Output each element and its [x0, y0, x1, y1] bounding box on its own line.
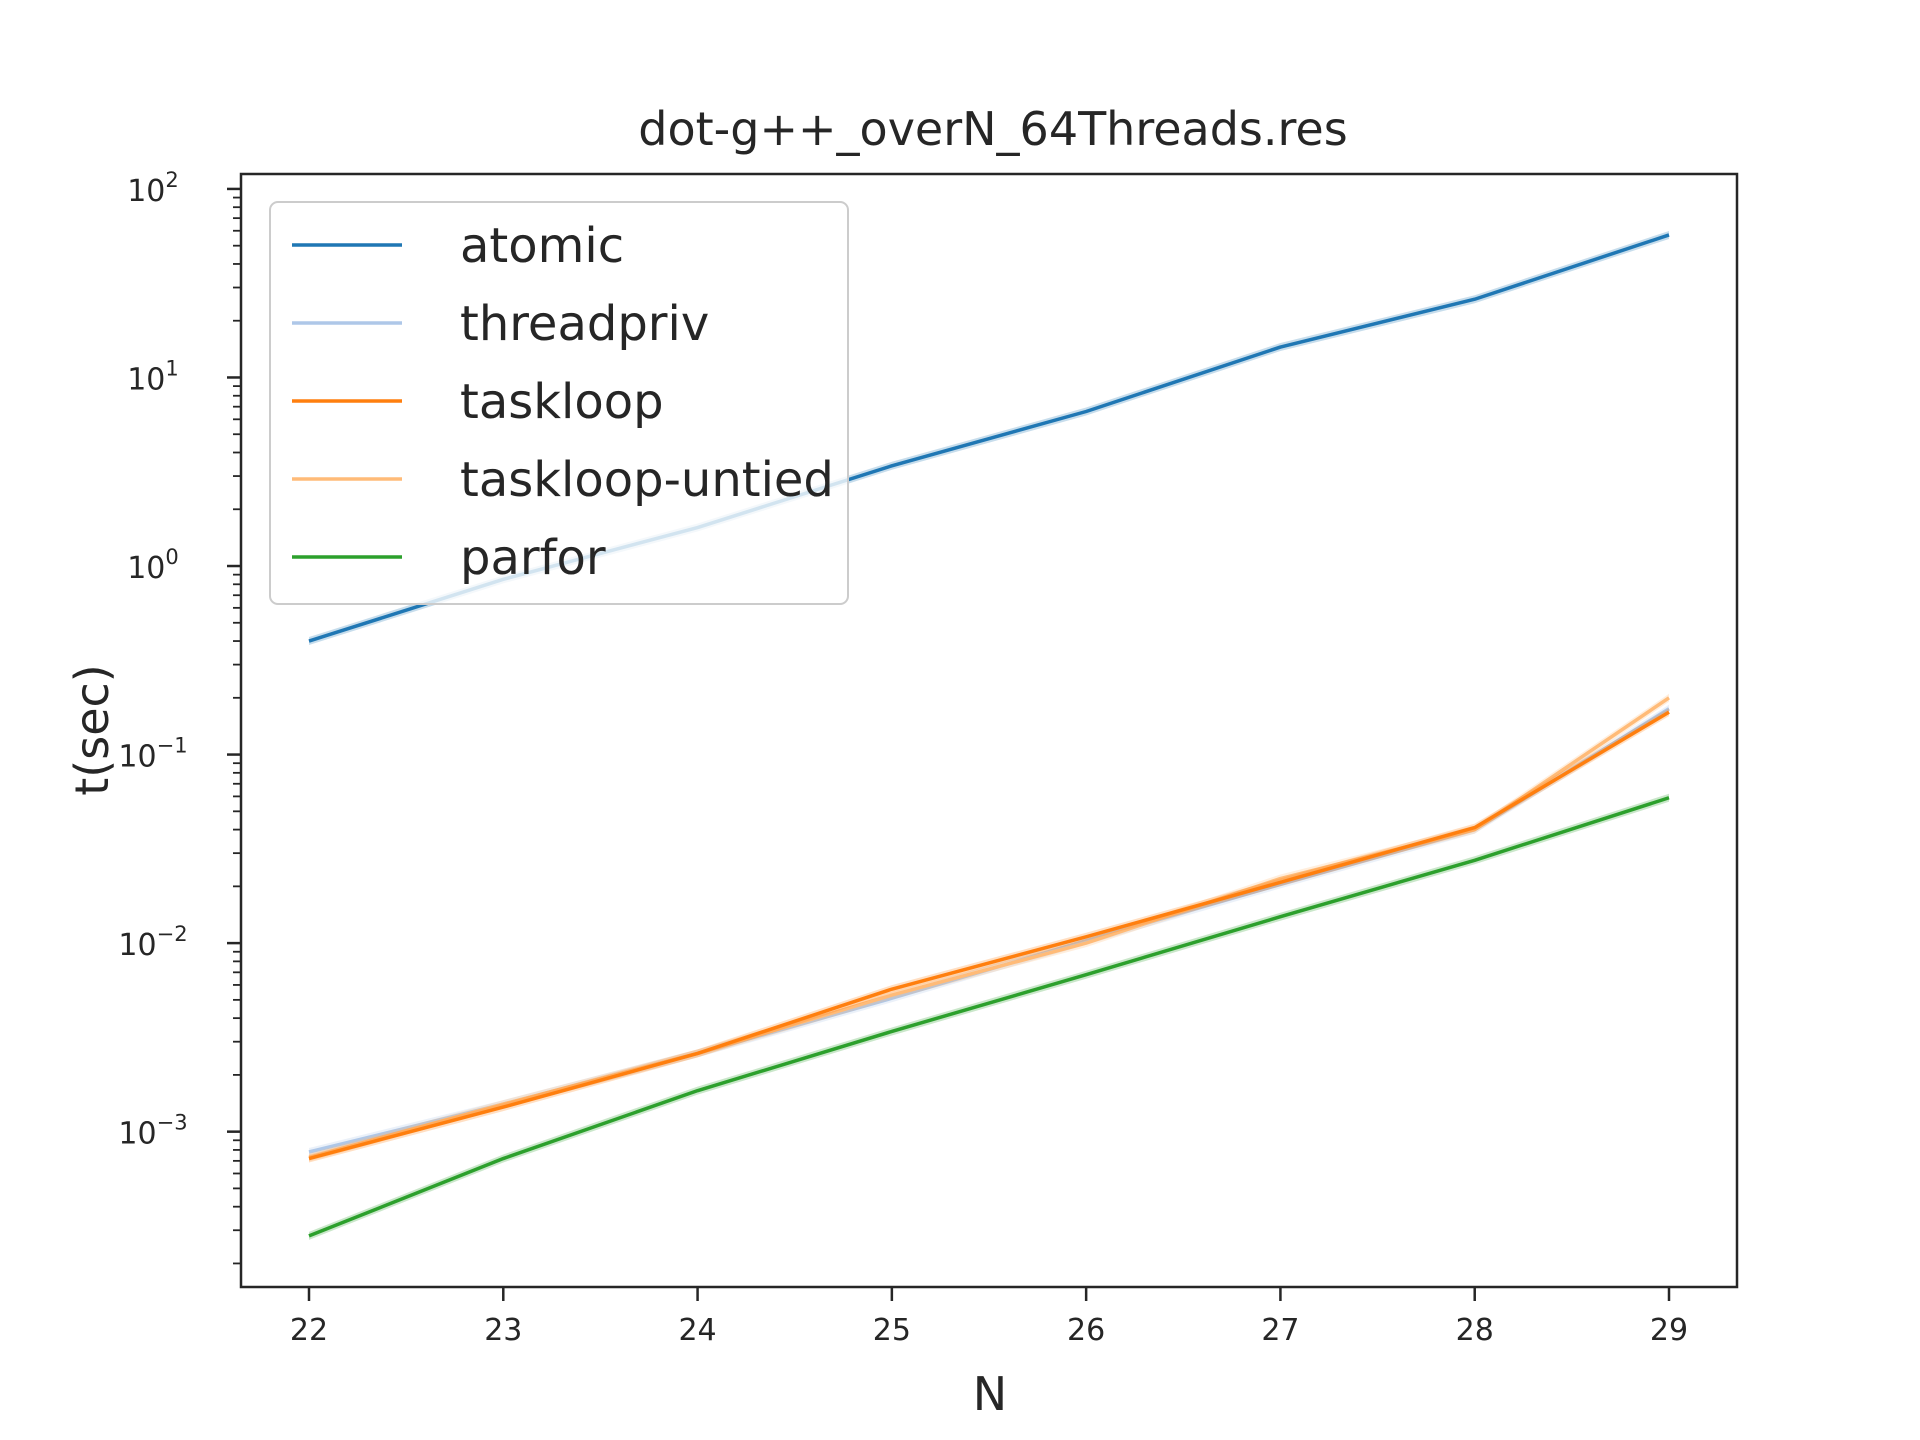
y-axis-label: t(sec)	[65, 664, 119, 796]
y-tick-exponent: −1	[157, 734, 188, 758]
legend-label: atomic	[460, 218, 624, 274]
y-tick-base: 10	[127, 174, 165, 209]
legend-label: threadpriv	[460, 296, 709, 352]
y-tick-label: 10−1	[118, 734, 187, 775]
x-tick-label: 26	[1067, 1313, 1105, 1348]
series-line-taskloop	[308, 710, 1670, 1161]
y-tick-label: 102	[127, 168, 179, 209]
y-tick-exponent: −2	[157, 922, 188, 946]
x-tick-label: 28	[1456, 1313, 1494, 1348]
y-tick-label: 101	[127, 356, 179, 397]
x-tick-label: 24	[678, 1313, 716, 1348]
y-tick-label: 10−3	[118, 1111, 187, 1152]
x-tick-label: 29	[1650, 1313, 1688, 1348]
y-tick-base: 10	[118, 928, 156, 963]
y-tick-label: 100	[127, 545, 179, 586]
x-axis: 22 23 24 25 26 27 28 29	[290, 1287, 1688, 1348]
legend-label: parfor	[460, 530, 606, 586]
y-tick-base: 10	[118, 740, 156, 775]
x-tick-label: 27	[1261, 1313, 1299, 1348]
legend-label: taskloop-untied	[460, 452, 834, 508]
x-axis-label: N	[973, 1367, 1007, 1421]
y-tick-exponent: −3	[157, 1111, 188, 1135]
series-line-parfor	[308, 796, 1670, 1238]
y-tick-label: 10−2	[118, 922, 187, 963]
y-tick-exponent: 0	[165, 545, 178, 569]
y-tick-base: 10	[127, 551, 165, 586]
legend: atomic threadpriv taskloop taskloop-untied p…	[269, 201, 849, 605]
legend-label: taskloop	[460, 374, 664, 430]
x-tick-label: 22	[290, 1313, 328, 1348]
series-band-parfor	[309, 793, 1669, 1240]
y-tick-exponent: 1	[165, 356, 178, 380]
plot-frame	[239, 172, 1739, 1289]
y-tick-base: 10	[127, 362, 165, 397]
y-tick-exponent: 2	[165, 168, 178, 192]
x-tick-label: 25	[873, 1313, 911, 1348]
chart-title: dot-g++_overN_64Threads.res	[638, 102, 1347, 156]
legend-box	[269, 201, 849, 605]
y-tick-base: 10	[118, 1117, 156, 1152]
x-tick-label: 23	[484, 1313, 522, 1348]
